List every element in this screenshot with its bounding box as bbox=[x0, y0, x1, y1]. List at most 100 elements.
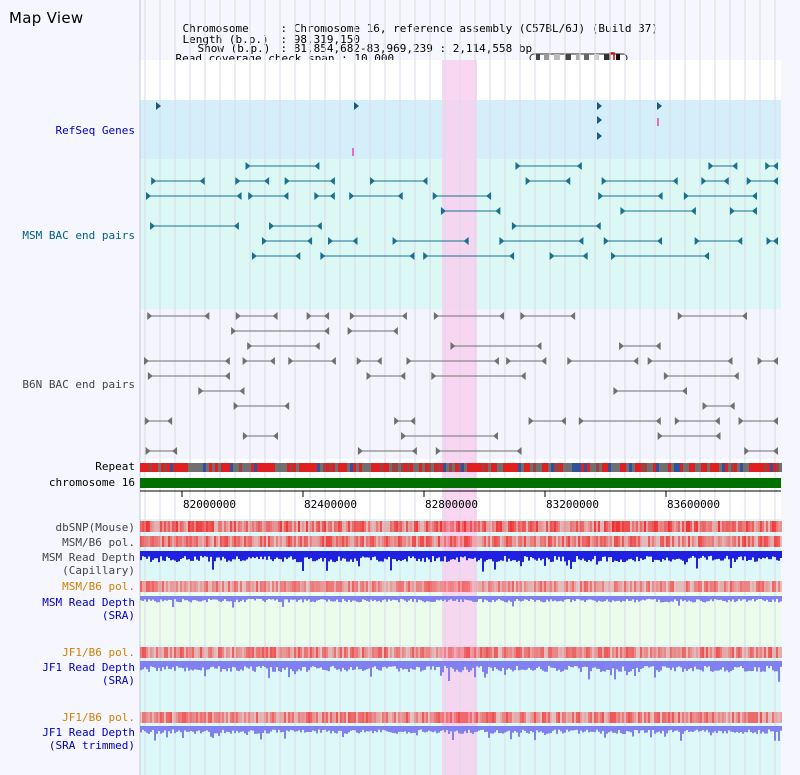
dbsnp-heat bbox=[482, 521, 484, 532]
msm-depth-capillary-bar bbox=[766, 551, 768, 558]
msm-depth-sra-bar bbox=[166, 596, 168, 601]
track-label-jf1-depth-trim-1[interactable]: JF1 Read Depth bbox=[42, 726, 135, 739]
msm-b6-pol-heat bbox=[604, 536, 606, 547]
jf1-b6-pol-heat bbox=[454, 647, 456, 658]
msm-depth-capillary-bar bbox=[502, 551, 504, 561]
msm-b6-pol-heat bbox=[200, 536, 202, 547]
repeat-stripe bbox=[314, 463, 317, 472]
track-label-msm-bac[interactable]: MSM BAC end pairs bbox=[22, 229, 135, 242]
jf1-b6-pol-heat-2 bbox=[404, 712, 406, 723]
msm-b6-pol-heat-2 bbox=[384, 581, 386, 592]
b6n-bac-pair-end bbox=[324, 312, 330, 320]
msm-b6-pol-heat bbox=[622, 536, 624, 547]
track-label-dbsnp[interactable]: dbSNP(Mouse) bbox=[55, 521, 135, 534]
b6n-bac-pair-end bbox=[147, 372, 153, 380]
track-label-msm-depth-capillary-1[interactable]: MSM Read Depth bbox=[42, 551, 135, 564]
dbsnp-heat bbox=[352, 521, 354, 532]
msm-depth-sra-bar bbox=[780, 596, 782, 602]
msm-b6-pol-heat-2 bbox=[420, 581, 422, 592]
track-label-b6n-bac[interactable]: B6N BAC end pairs bbox=[22, 378, 135, 391]
dbsnp-heat bbox=[426, 521, 428, 532]
dbsnp-heat bbox=[266, 521, 268, 532]
dbsnp-heat bbox=[584, 521, 586, 532]
msm-bac-pair-end bbox=[314, 162, 320, 170]
msm-depth-sra-bar bbox=[310, 596, 312, 602]
track-label-chromosome[interactable]: chromosome 16 bbox=[48, 476, 135, 489]
jf1-b6-pol-heat-2 bbox=[680, 712, 682, 723]
b6n-bac-pair-end bbox=[773, 447, 778, 455]
track-label-jf1-depth-sra-1[interactable]: JF1 Read Depth bbox=[42, 661, 135, 674]
track-label-jf1-b6-pol-1[interactable]: JF1/B6 pol. bbox=[62, 646, 135, 659]
jf1-b6-pol-heat bbox=[776, 647, 778, 658]
msm-b6-pol-heat-2 bbox=[684, 581, 686, 592]
msm-b6-pol-heat bbox=[560, 536, 562, 547]
jf1-depth-sra-bar bbox=[268, 661, 270, 679]
dbsnp-heat bbox=[742, 521, 744, 532]
jf1-b6-pol-heat bbox=[486, 647, 488, 658]
repeat-stripe bbox=[515, 463, 518, 472]
dbsnp-heat bbox=[248, 521, 250, 532]
jf1-b6-pol-heat-2 bbox=[582, 712, 584, 723]
jf1-b6-pol-heat bbox=[196, 647, 198, 658]
msm-b6-pol-heat-2 bbox=[568, 581, 570, 592]
track-label-repeat[interactable]: Repeat bbox=[95, 460, 135, 473]
jf1-b6-pol-heat-2 bbox=[362, 712, 364, 723]
dbsnp-heat bbox=[748, 521, 750, 532]
jf1-depth-trim-bar bbox=[400, 726, 402, 732]
dbsnp-heat bbox=[564, 521, 566, 532]
jf1-depth-trim-bar bbox=[642, 726, 644, 731]
jf1-b6-pol-heat-2 bbox=[674, 712, 676, 723]
refseq-gene-marker bbox=[156, 102, 161, 110]
jf1-b6-pol-heat-2 bbox=[210, 712, 212, 723]
msm-b6-pol-heat bbox=[630, 536, 632, 547]
jf1-b6-pol-heat-2 bbox=[750, 712, 752, 723]
dbsnp-heat bbox=[376, 521, 378, 532]
jf1-depth-sra-bar bbox=[468, 661, 470, 673]
msm-b6-pol-heat-2 bbox=[168, 581, 170, 592]
msm-b6-pol-heat-2 bbox=[638, 581, 640, 592]
msm-depth-sra-bar bbox=[306, 596, 308, 601]
msm-b6-pol-heat bbox=[598, 536, 600, 547]
msm-b6-pol-heat bbox=[488, 536, 490, 547]
jf1-b6-pol-heat-2 bbox=[586, 712, 588, 723]
msm-depth-capillary-bar bbox=[750, 551, 752, 560]
msm-b6-pol-heat-2 bbox=[476, 581, 478, 592]
msm-depth-sra-bar bbox=[242, 596, 244, 600]
dbsnp-heat bbox=[706, 521, 708, 532]
jf1-b6-pol-heat bbox=[754, 647, 756, 658]
dbsnp-heat bbox=[534, 521, 536, 532]
jf1-b6-pol-heat-2 bbox=[316, 712, 318, 723]
jf1-depth-sra-bar bbox=[308, 661, 310, 671]
msm-b6-pol-heat bbox=[454, 536, 456, 547]
msm-depth-sra-bar bbox=[708, 596, 710, 602]
track-label-refseq[interactable]: RefSeq Genes bbox=[55, 124, 135, 137]
msm-depth-capillary-bar bbox=[274, 551, 276, 559]
jf1-depth-trim-bar bbox=[560, 726, 562, 732]
track-label-msm-depth-sra-1[interactable]: MSM Read Depth bbox=[42, 596, 135, 609]
dbsnp-heat bbox=[686, 521, 688, 532]
jf1-depth-trim-bar bbox=[258, 726, 260, 734]
msm-depth-capillary-bar bbox=[354, 551, 356, 559]
jf1-depth-sra-bar bbox=[530, 661, 532, 670]
jf1-b6-pol-heat-2 bbox=[254, 712, 256, 723]
jf1-b6-pol-heat bbox=[730, 647, 732, 658]
msm-depth-sra-bar bbox=[520, 596, 522, 602]
jf1-depth-sra-bar bbox=[550, 661, 552, 668]
track-label-msm-b6-pol-2[interactable]: MSM/B6 pol. bbox=[62, 580, 135, 593]
msm-b6-pol-heat-2 bbox=[286, 581, 288, 592]
msm-b6-pol-heat bbox=[352, 536, 354, 547]
b6n-bac-pair-end bbox=[677, 312, 683, 320]
jf1-depth-trim-bar bbox=[250, 726, 252, 731]
msm-b6-pol-heat-2 bbox=[264, 581, 266, 592]
jf1-depth-sra-bar bbox=[460, 661, 462, 673]
dbsnp-heat bbox=[244, 521, 246, 532]
msm-depth-sra-bar bbox=[162, 596, 164, 602]
msm-b6-pol-heat bbox=[552, 536, 554, 547]
jf1-b6-pol-heat bbox=[688, 647, 690, 658]
track-label-msm-b6-pol-1[interactable]: MSM/B6 pol. bbox=[62, 536, 135, 549]
msm-b6-pol-heat bbox=[318, 536, 320, 547]
track-label-jf1-b6-pol-2[interactable]: JF1/B6 pol. bbox=[62, 711, 135, 724]
dbsnp-heat bbox=[328, 521, 330, 532]
msm-depth-sra-bar bbox=[328, 596, 330, 600]
